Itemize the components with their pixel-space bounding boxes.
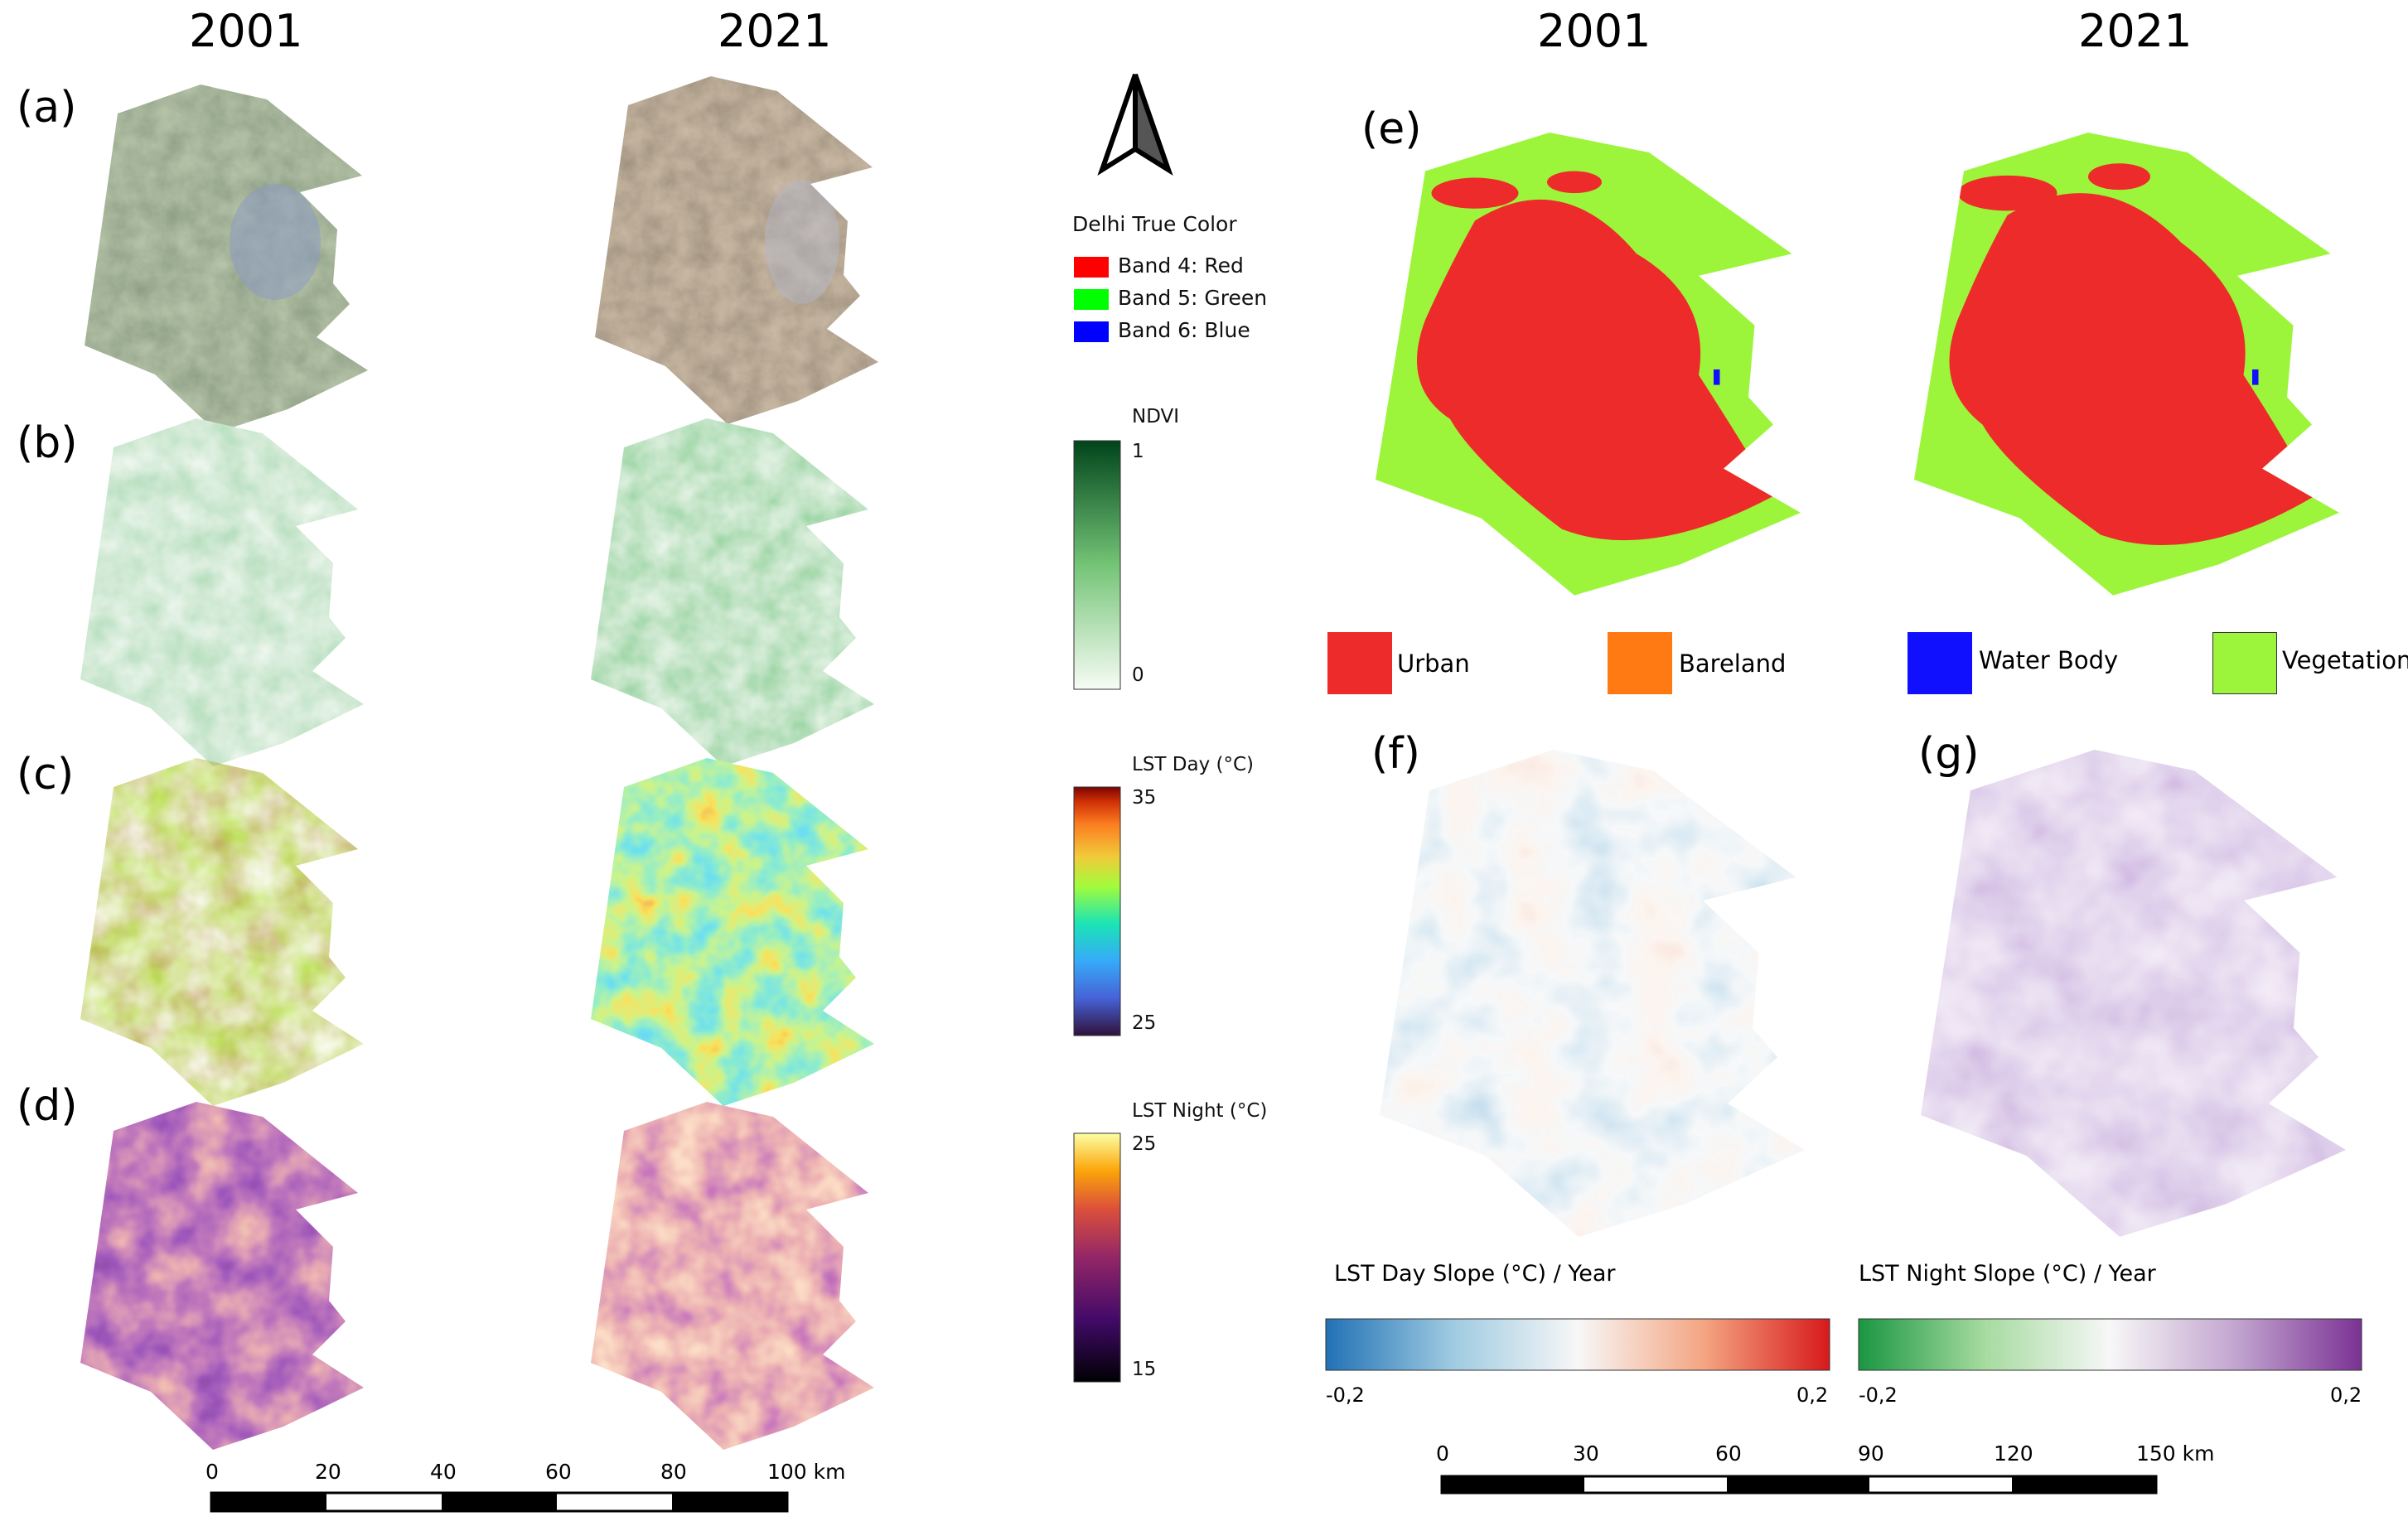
map-a-2021-true-color (595, 76, 878, 424)
lst-night-legend-max: 25 (1132, 1133, 1157, 1155)
year-header-right-2001: 2001 (1537, 5, 1651, 57)
panel-label-f: (f) (1371, 729, 1420, 779)
scale-left-tick-40: 40 (430, 1460, 457, 1484)
year-header-right-2021: 2021 (2078, 5, 2193, 57)
legend-swatch-red (1074, 257, 1109, 278)
ndvi-colorbar (1073, 440, 1121, 690)
scale-left-tick-0: 0 (206, 1460, 219, 1484)
landcover-swatch-bareland (1608, 632, 1672, 694)
scale-left-tick-100: 100 km (767, 1460, 846, 1484)
lst-day-colorbar (1073, 786, 1121, 1036)
map-f-lst-day-slope (1380, 750, 1805, 1237)
scale-bar-right (1440, 1475, 2158, 1495)
year-header-left-2021: 2021 (718, 5, 832, 57)
scale-left-tick-60: 60 (545, 1460, 572, 1484)
lst-night-slope-title: LST Night Slope (°C) / Year (1859, 1261, 2156, 1287)
map-e-2021-landcover (1914, 133, 2339, 596)
panel-label-c: (c) (17, 750, 75, 799)
map-b-2001-ndvi (80, 418, 364, 766)
year-header-left-2001: 2001 (189, 5, 303, 57)
legend-label-blue: Band 6: Blue (1118, 318, 1250, 342)
landcover-swatch-urban (1327, 632, 1392, 694)
panel-label-g: (g) (1918, 729, 1980, 779)
lst-day-slope-min: -0,2 (1326, 1384, 1365, 1407)
landcover-label-bareland: Bareland (1679, 650, 1787, 678)
landcover-label-urban: Urban (1397, 650, 1470, 678)
landcover-swatch-vegetation (2212, 632, 2277, 694)
lst-night-slope-min: -0,2 (1859, 1384, 1898, 1407)
lst-night-slope-colorbar (1858, 1318, 2362, 1371)
lst-day-legend-min: 25 (1132, 1012, 1157, 1034)
panel-label-a: (a) (17, 83, 77, 133)
scale-right-tick-120: 120 (1994, 1441, 2033, 1466)
lst-night-slope-max: 0,2 (2330, 1384, 2362, 1407)
panel-label-b: (b) (17, 418, 78, 468)
legend-label-green: Band 5: Green (1118, 286, 1268, 310)
landcover-label-water-body: Water Body (1979, 646, 2119, 674)
ndvi-legend-max: 1 (1132, 441, 1144, 462)
map-d-2001-lst-night (80, 1102, 364, 1450)
legend-swatch-blue (1074, 321, 1109, 342)
lst-day-slope-max: 0,2 (1796, 1384, 1829, 1407)
scale-bar-left (210, 1491, 789, 1513)
legend-swatch-green (1074, 289, 1109, 310)
map-d-2021-lst-night (591, 1102, 874, 1450)
ndvi-legend-min: 0 (1132, 664, 1144, 686)
scale-right-tick-90: 90 (1858, 1441, 1884, 1466)
north-arrow-icon (1097, 74, 1173, 176)
scale-right-tick-30: 30 (1573, 1441, 1599, 1466)
map-a-2001-true-color (85, 85, 368, 432)
map-e-2001-landcover (1376, 133, 1801, 596)
legend-label-red: Band 4: Red (1118, 254, 1244, 278)
scale-left-tick-80: 80 (660, 1460, 687, 1484)
ndvi-legend-title: NDVI (1132, 406, 1180, 427)
scale-right-tick-0: 0 (1436, 1441, 1449, 1466)
landcover-swatch-water-body (1908, 632, 1972, 694)
landcover-label-vegetation: Vegetation (2282, 646, 2408, 674)
lst-night-colorbar (1073, 1132, 1121, 1383)
true-color-legend-title: Delhi True Color (1072, 212, 1237, 236)
scale-right-tick-150: 150 km (2136, 1441, 2215, 1466)
panel-label-d: (d) (17, 1081, 78, 1131)
lst-day-legend-max: 35 (1132, 787, 1157, 809)
map-c-2001-lst-day (80, 758, 364, 1106)
lst-day-legend-title: LST Day (°C) (1132, 754, 1255, 775)
map-g-lst-night-slope (1921, 750, 2346, 1237)
lst-day-slope-colorbar (1325, 1318, 1830, 1371)
scale-right-tick-60: 60 (1715, 1441, 1742, 1466)
lst-day-slope-title: LST Day Slope (°C) / Year (1334, 1261, 1616, 1287)
map-b-2021-ndvi (591, 418, 874, 766)
panel-label-e: (e) (1361, 104, 1422, 154)
lst-night-legend-min: 15 (1132, 1359, 1157, 1380)
map-c-2021-lst-day (591, 758, 874, 1106)
lst-night-legend-title: LST Night (°C) (1132, 1100, 1268, 1122)
scale-left-tick-20: 20 (315, 1460, 341, 1484)
